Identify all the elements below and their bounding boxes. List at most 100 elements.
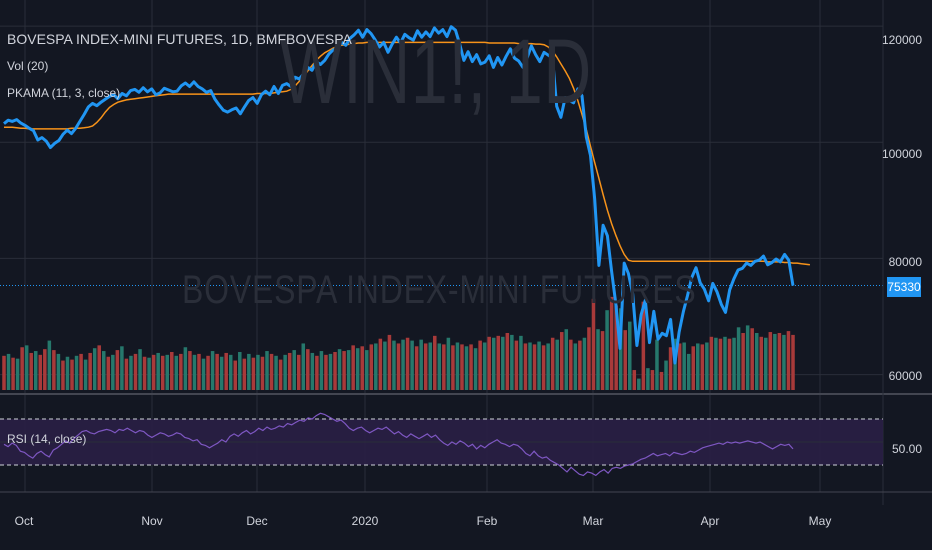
volume-bar bbox=[24, 345, 29, 390]
volume-bar bbox=[464, 346, 469, 390]
volume-bar bbox=[460, 344, 464, 390]
volume-bar bbox=[306, 349, 310, 390]
volume-bar bbox=[523, 343, 528, 390]
volume-bar bbox=[768, 332, 773, 390]
volume-bar bbox=[410, 340, 414, 390]
legend-pkama[interactable]: PKAMA (11, 3, close) bbox=[7, 86, 121, 100]
volume-bar bbox=[333, 352, 337, 390]
volume-bar bbox=[369, 344, 374, 390]
time-axis-tick: Apr bbox=[700, 514, 720, 528]
volume-bar bbox=[6, 353, 11, 390]
volume-bar bbox=[61, 360, 65, 390]
volume-bar bbox=[677, 343, 682, 390]
volume-bar bbox=[351, 345, 355, 390]
volume-bar bbox=[274, 355, 278, 390]
volume-bar bbox=[632, 370, 637, 390]
volume-bar bbox=[546, 343, 550, 390]
volume-bar bbox=[578, 340, 582, 390]
volume-bar bbox=[228, 354, 233, 390]
volume-bar bbox=[559, 332, 564, 390]
volume-bar bbox=[405, 337, 410, 390]
volume-bar bbox=[396, 343, 401, 390]
volume-bar bbox=[505, 333, 510, 390]
watermark-name: BOVESPA INDEX-MINI FUTURES bbox=[182, 268, 697, 312]
volume-bar bbox=[260, 356, 265, 390]
volume-bar bbox=[129, 355, 133, 390]
volume-bar bbox=[102, 351, 106, 390]
volume-bar bbox=[555, 339, 559, 390]
volume-bar bbox=[365, 350, 369, 390]
volume-bar bbox=[124, 358, 129, 390]
volume-bar bbox=[378, 338, 383, 390]
volume-bar bbox=[20, 347, 24, 390]
price-line bbox=[3, 25, 795, 365]
legend-rsi[interactable]: RSI (14, close) bbox=[7, 432, 87, 446]
time-axis-tick: Nov bbox=[141, 514, 163, 528]
volume-bar bbox=[528, 342, 532, 390]
volume-bar bbox=[686, 353, 691, 390]
volume-bar bbox=[727, 338, 732, 390]
volume-bar bbox=[242, 358, 247, 390]
legend-symbol[interactable]: BOVESPA INDEX-MINI FUTURES, 1D, BMFBOVES… bbox=[7, 31, 352, 47]
volume-bar bbox=[301, 343, 306, 390]
volume-bar bbox=[355, 348, 360, 390]
volume-bar bbox=[582, 337, 587, 390]
volume-bar bbox=[446, 337, 451, 390]
volume-bar bbox=[759, 336, 764, 390]
volume-bar bbox=[705, 342, 709, 390]
volume-bar bbox=[573, 343, 578, 390]
volume-bar bbox=[2, 355, 6, 390]
volume-bar bbox=[287, 352, 292, 390]
volume-bar bbox=[11, 357, 15, 390]
volume-bar bbox=[247, 353, 251, 390]
volume-bar bbox=[179, 353, 183, 390]
volume-bar bbox=[700, 344, 705, 390]
volume-bar bbox=[192, 354, 197, 390]
volume-bar bbox=[147, 357, 151, 390]
volume-bar bbox=[786, 331, 791, 390]
volume-bar bbox=[215, 353, 219, 390]
price-axis-tick: 80000 bbox=[888, 255, 922, 269]
volume-bar bbox=[777, 333, 782, 390]
volume-bar bbox=[92, 348, 97, 390]
volume-bar bbox=[491, 337, 496, 390]
volume-bar bbox=[201, 358, 206, 390]
volume-bar bbox=[741, 333, 745, 390]
volume-bar bbox=[265, 351, 269, 390]
volume-bar bbox=[451, 345, 455, 390]
volume-bar bbox=[668, 347, 673, 390]
time-axis-tick: Dec bbox=[246, 514, 268, 528]
volume-bar bbox=[292, 350, 296, 390]
volume-bar bbox=[501, 336, 505, 390]
volume-bar bbox=[156, 352, 160, 390]
volume-bar bbox=[750, 328, 754, 390]
volume-bar bbox=[682, 342, 686, 390]
time-axis-tick: May bbox=[808, 514, 832, 528]
volume-bar bbox=[764, 337, 768, 390]
price-axis-tick: 120000 bbox=[881, 33, 922, 47]
volume-bar bbox=[238, 352, 242, 390]
volume-bar bbox=[70, 359, 74, 390]
volume-bar bbox=[414, 346, 419, 390]
volume-bar bbox=[151, 354, 156, 390]
volume-bar bbox=[160, 355, 165, 390]
volume-bar bbox=[170, 352, 174, 390]
volume-bar bbox=[609, 296, 614, 390]
volume-bar bbox=[120, 346, 124, 390]
volume-bar bbox=[714, 337, 718, 390]
volume-bar bbox=[65, 356, 70, 390]
volume-bar bbox=[47, 340, 52, 390]
volume-bar bbox=[115, 350, 120, 390]
volume-bar bbox=[514, 340, 519, 390]
time-axis-tick: Mar bbox=[582, 514, 604, 528]
time-axis-tick: 2020 bbox=[351, 514, 379, 528]
volume-bar bbox=[478, 340, 482, 390]
volume-bar bbox=[401, 339, 405, 390]
volume-bar bbox=[324, 354, 328, 390]
volume-bar bbox=[183, 347, 188, 390]
legend-volume[interactable]: Vol (20) bbox=[7, 59, 49, 73]
volume-bar bbox=[165, 354, 169, 390]
volume-bar bbox=[319, 351, 324, 390]
volume-bar bbox=[251, 357, 256, 390]
